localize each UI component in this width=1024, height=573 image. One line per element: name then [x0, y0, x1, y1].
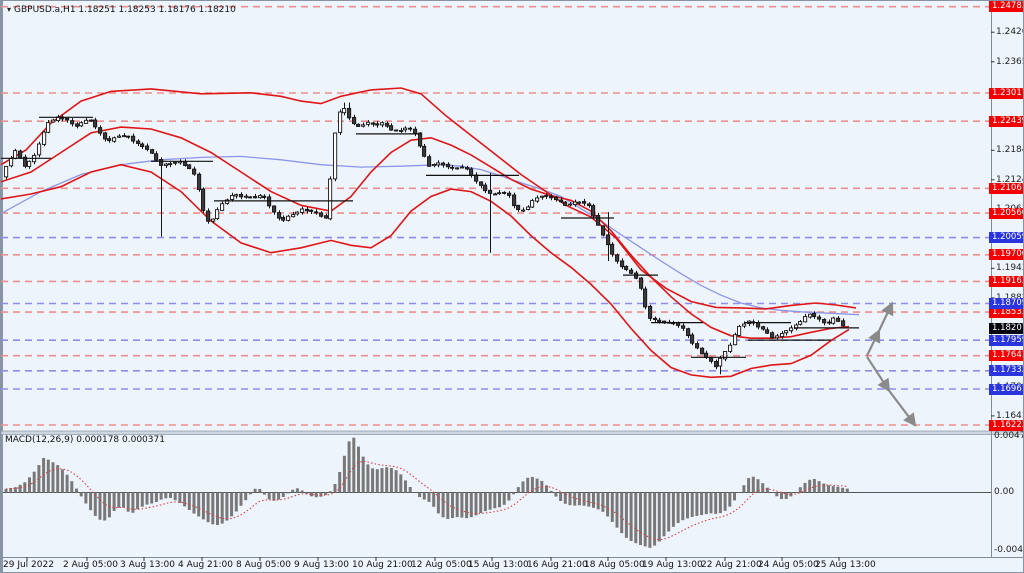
- time-axis-label: 12 Aug 05:00: [411, 560, 472, 570]
- support-price-tag: 1.17332: [989, 365, 1023, 377]
- time-axis-label: 10 Aug 21:00: [352, 560, 413, 570]
- price-tick-label: 1.23655: [996, 56, 1023, 67]
- resistance-price-tag: 1.21067: [989, 182, 1023, 194]
- price-tick-label: 1.21845: [996, 145, 1023, 156]
- indicator-curves: [1, 87, 860, 379]
- time-axis-label: 22 Aug 21:00: [701, 560, 762, 570]
- macd-pane[interactable]: [3, 437, 991, 548]
- macd-signal-line: [5, 460, 848, 541]
- time-axis-label: 9 Aug 13:00: [294, 560, 349, 570]
- time-axis-label: 8 Aug 05:00: [236, 560, 291, 570]
- macd-axis-top-label: 0.004738: [994, 431, 1023, 441]
- support-price-tag: 1.20059: [989, 232, 1023, 244]
- time-axis-label: 16 Aug 21:00: [527, 560, 588, 570]
- price-tick-label: 1.24260: [996, 27, 1023, 38]
- bollinger-upper: [1, 87, 857, 310]
- chart-context-icon: ▾: [7, 5, 12, 14]
- price-tick-label: 1.21240: [996, 174, 1023, 185]
- time-axis-label: 29 Jul 2022: [3, 560, 54, 570]
- resistance-price-tag: 1.19163: [989, 275, 1023, 287]
- price-tick-label: 1.18825: [996, 293, 1023, 303]
- candles: [4, 102, 846, 375]
- time-axis-label: 25 Aug 13:00: [815, 560, 876, 570]
- resistance-price-tag: 1.23017: [989, 87, 1023, 99]
- time-axis-label: 3 Aug 13:00: [120, 560, 175, 570]
- time-axis-label: 24 Aug 05:00: [758, 560, 819, 570]
- macd-indicator-label: MACD(12,26,9) 0.000178 0.000371: [5, 435, 165, 445]
- macd-axis-bottom-label: -0.004889: [994, 545, 1024, 555]
- resistance-price-tag: 1.24783: [989, 1, 1023, 13]
- chart-title-text: GBPUSD.a,H1 1.18251 1.18253 1.18176 1.18…: [14, 5, 236, 15]
- time-axis-label: 15 Aug 13:00: [468, 560, 529, 570]
- chart-title: ▾ GBPUSD.a,H1 1.18251 1.18253 1.18176 1.1…: [7, 4, 236, 16]
- macd-axis-zero-label: 0.00: [994, 487, 1015, 497]
- time-axis-label: 4 Aug 21:00: [178, 560, 233, 570]
- level-lines: [1, 5, 991, 426]
- support-price-tag: 1.18709: [989, 298, 1023, 309]
- resistance-price-tag: 1.16223: [989, 419, 1023, 431]
- support-price-tag: 1.17959: [989, 334, 1023, 346]
- moving-average-blue: [1, 155, 860, 316]
- price-level-segments: [1, 116, 859, 358]
- bollinger-middle: [1, 126, 850, 339]
- resistance-price-tag: 1.19706: [989, 249, 1023, 261]
- support-price-tag: 1.16961: [989, 383, 1023, 395]
- time-axis-label: 2 Aug 05:00: [63, 560, 118, 570]
- price-tick-label: 1.16410: [996, 410, 1023, 421]
- time-axis-label: 18 Aug 05:00: [584, 560, 645, 570]
- resistance-price-tag: 1.20560: [989, 207, 1023, 219]
- resistance-price-tag: 1.17641: [989, 350, 1023, 362]
- bollinger-lower: [1, 163, 850, 379]
- time-axis-label: 19 Aug 13:00: [642, 560, 703, 570]
- forecast-arrows[interactable]: [866, 301, 917, 427]
- current-price-tag: 1.18207: [989, 322, 1023, 334]
- resistance-price-tag: 1.18533: [989, 306, 1023, 318]
- resistance-price-tag: 1.22439: [989, 115, 1023, 127]
- price-tick-label: 1.19430: [996, 263, 1023, 274]
